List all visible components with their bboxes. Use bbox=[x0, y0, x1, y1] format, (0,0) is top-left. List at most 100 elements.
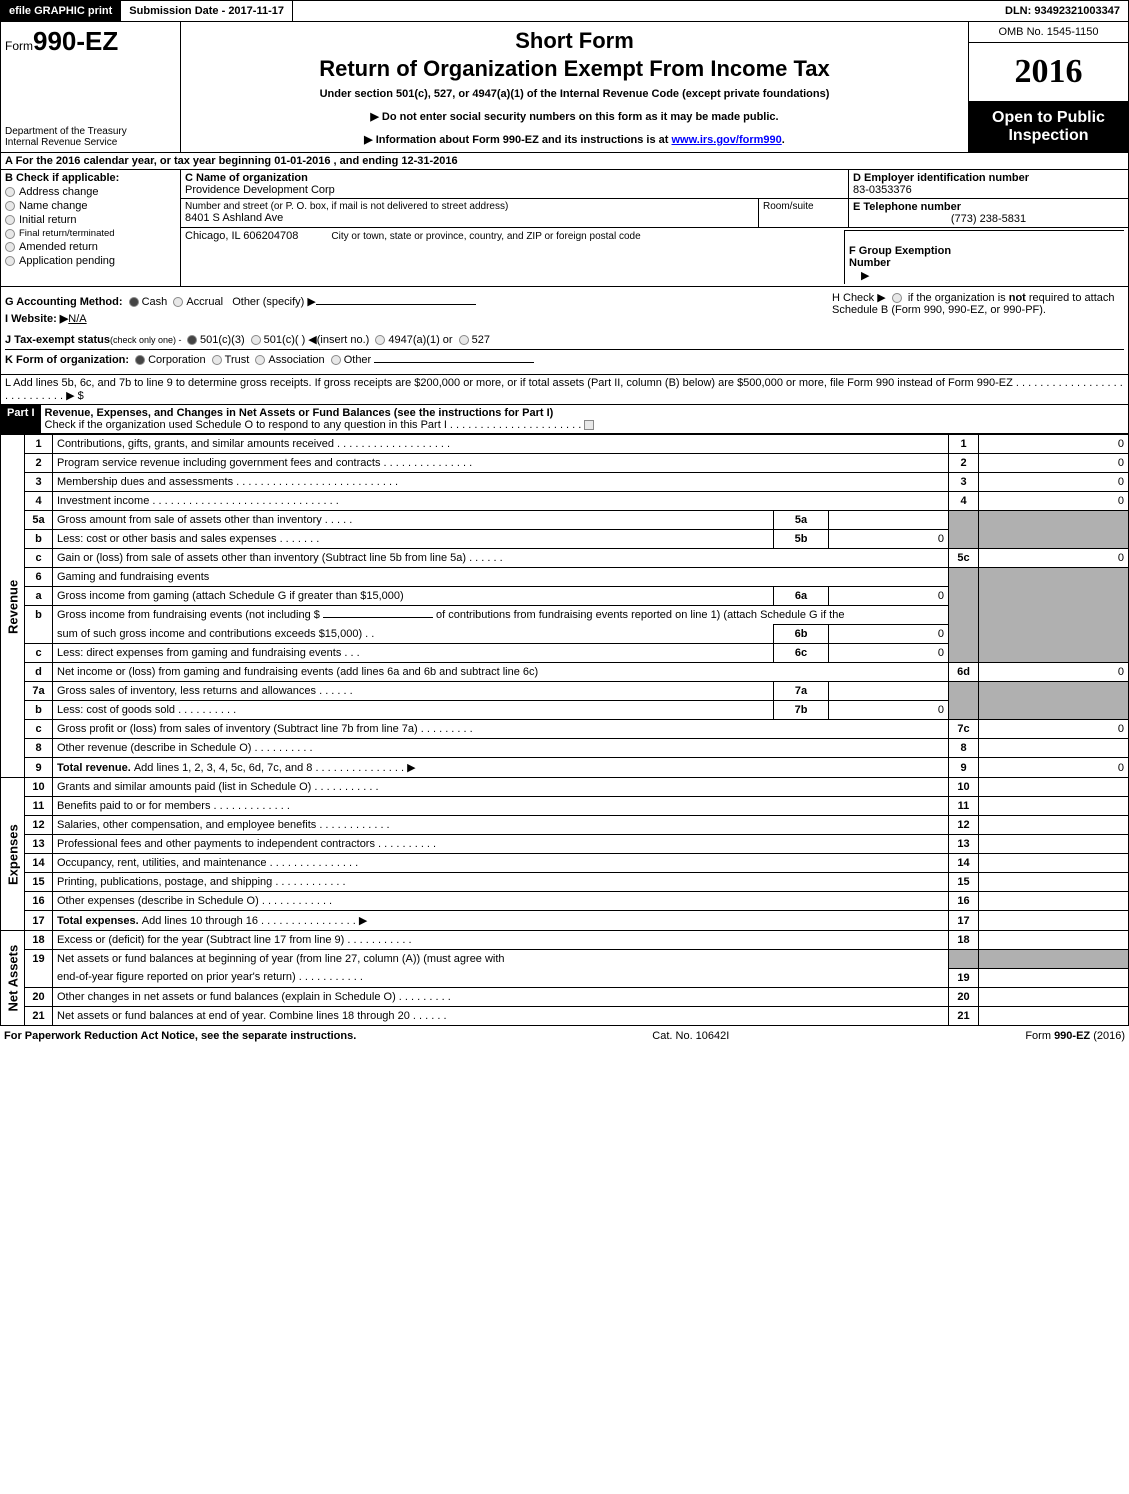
cell-6b-sv: 0 bbox=[829, 625, 949, 644]
row-4: 4 Investment income . . . . . . . . . . … bbox=[1, 492, 1129, 511]
line-A-text-a: A For the 2016 calendar year, or tax yea… bbox=[5, 155, 274, 167]
check-amended-return[interactable]: Amended return bbox=[5, 241, 176, 253]
footer-right-a: Form bbox=[1025, 1030, 1054, 1042]
cell-7a-t: Gross sales of inventory, less returns a… bbox=[53, 682, 774, 701]
radio-corp-icon[interactable] bbox=[135, 355, 145, 365]
cell-20-t: Other changes in net assets or fund bala… bbox=[53, 987, 949, 1006]
row-6b-1: b Gross income from fundraising events (… bbox=[1, 606, 1129, 625]
dln-number: DLN: 93492321003347 bbox=[997, 1, 1128, 21]
row-20: 20 Other changes in net assets or fund b… bbox=[1, 987, 1129, 1006]
cell-16-rv bbox=[979, 892, 1129, 911]
row-9: 9 Total revenue. Add lines 1, 2, 3, 4, 5… bbox=[1, 758, 1129, 778]
cell-11-t: Benefits paid to or for members . . . . … bbox=[53, 797, 949, 816]
cell-7c-n: c bbox=[25, 720, 53, 739]
check-final-return[interactable]: Final return/terminated bbox=[5, 228, 176, 239]
cell-6-rn-shade bbox=[949, 568, 979, 587]
radio-cash-icon[interactable] bbox=[129, 297, 139, 307]
side-revenue: Revenue bbox=[1, 435, 25, 778]
radio-501c3-icon[interactable] bbox=[187, 335, 197, 345]
cell-6a-sn: 6a bbox=[774, 587, 829, 606]
cell-12-n: 12 bbox=[25, 816, 53, 835]
cell-6a-t: Gross income from gaming (attach Schedul… bbox=[53, 587, 774, 606]
radio-icon bbox=[5, 256, 15, 266]
row-6a: a Gross income from gaming (attach Sched… bbox=[1, 587, 1129, 606]
header-right: OMB No. 1545-1150 2016 Open to Public In… bbox=[968, 22, 1128, 152]
cell-13-n: 13 bbox=[25, 835, 53, 854]
radio-527-icon[interactable] bbox=[459, 335, 469, 345]
cell-9-t-pre: Total revenue. bbox=[57, 762, 134, 774]
cell-16-t: Other expenses (describe in Schedule O) … bbox=[53, 892, 949, 911]
j-opt2: 4947(a)(1) or bbox=[388, 334, 452, 346]
cell-5b-rv-shade bbox=[979, 530, 1129, 549]
j-suffix: (check only one) - bbox=[110, 335, 184, 345]
efile-print-button[interactable]: efile GRAPHIC print bbox=[1, 1, 121, 21]
cell-19a-rn-shade bbox=[949, 950, 979, 969]
cell-5b-n: b bbox=[25, 530, 53, 549]
footer-right-b: 990-EZ bbox=[1054, 1030, 1090, 1042]
cell-19-t: Net assets or fund balances at beginning… bbox=[53, 950, 949, 969]
radio-other-icon[interactable] bbox=[331, 355, 341, 365]
cell-19a-rv-shade bbox=[979, 950, 1129, 969]
cell-6c-rv-shade bbox=[979, 644, 1129, 663]
cell-5a-sn: 5a bbox=[774, 511, 829, 530]
cell-7c-rn: 7c bbox=[949, 720, 979, 739]
row-14: 14 Occupancy, rent, utilities, and maint… bbox=[1, 854, 1129, 873]
cell-4-rn: 4 bbox=[949, 492, 979, 511]
line-B-label: B Check if applicable: bbox=[5, 172, 176, 184]
radio-accrual-icon[interactable] bbox=[173, 297, 183, 307]
page-footer: For Paperwork Reduction Act Notice, see … bbox=[0, 1026, 1129, 1046]
check-address-change[interactable]: Address change bbox=[5, 186, 176, 198]
cell-15-t: Printing, publications, postage, and shi… bbox=[53, 873, 949, 892]
cell-12-rv bbox=[979, 816, 1129, 835]
cell-14-n: 14 bbox=[25, 854, 53, 873]
cell-7a-sn: 7a bbox=[774, 682, 829, 701]
f-label: F Group Exemption Number bbox=[849, 245, 951, 269]
radio-assoc-icon[interactable] bbox=[255, 355, 265, 365]
line-G: G Accounting Method: Cash Accrual Other … bbox=[5, 295, 824, 308]
h-rest: if the organization is bbox=[908, 292, 1009, 304]
radio-trust-icon[interactable] bbox=[212, 355, 222, 365]
check-application-pending[interactable]: Application pending bbox=[5, 255, 176, 267]
cell-6b-tc: sum of such gross income and contributio… bbox=[53, 625, 774, 644]
g-cash: Cash bbox=[142, 296, 168, 308]
section-E: E Telephone number (773) 238-5831 bbox=[848, 199, 1128, 227]
cell-17-rn: 17 bbox=[949, 911, 979, 931]
opt-name-change: Name change bbox=[19, 200, 88, 212]
row-7b: b Less: cost of goods sold . . . . . . .… bbox=[1, 701, 1129, 720]
line-A-text-b: , and ending bbox=[330, 155, 401, 167]
cell-6-rv-shade bbox=[979, 568, 1129, 587]
radio-501c-icon[interactable] bbox=[251, 335, 261, 345]
irs-link[interactable]: www.irs.gov/form990 bbox=[672, 134, 782, 146]
cell-7b-sv: 0 bbox=[829, 701, 949, 720]
section-C-name: C Name of organization Providence Develo… bbox=[181, 170, 848, 198]
check-name-change[interactable]: Name change bbox=[5, 200, 176, 212]
department-label: Department of the Treasury Internal Reve… bbox=[5, 126, 176, 148]
row-16: 16 Other expenses (describe in Schedule … bbox=[1, 892, 1129, 911]
cell-6d-n: d bbox=[25, 663, 53, 682]
cell-6b-amount-input[interactable] bbox=[323, 617, 433, 618]
cell-3-n: 3 bbox=[25, 473, 53, 492]
cell-15-rv bbox=[979, 873, 1129, 892]
cell-6b-ta: Gross income from fundraising events (no… bbox=[57, 609, 323, 621]
radio-4947-icon[interactable] bbox=[375, 335, 385, 345]
city-label: City or town, state or province, country… bbox=[331, 231, 640, 242]
room-suite: Room/suite bbox=[758, 199, 848, 227]
cell-17-t-pre: Total expenses. bbox=[57, 915, 142, 927]
k-other-input[interactable] bbox=[374, 362, 534, 363]
header-left: Form990-EZ Department of the Treasury In… bbox=[1, 22, 181, 152]
h-checkbox-icon[interactable] bbox=[892, 293, 902, 303]
part1-checkbox-icon[interactable] bbox=[584, 420, 594, 430]
check-initial-return[interactable]: Initial return bbox=[5, 214, 176, 226]
cell-17-rv bbox=[979, 911, 1129, 931]
opt-address-change: Address change bbox=[19, 186, 99, 198]
part1-header-row: Part I Revenue, Expenses, and Changes in… bbox=[0, 405, 1129, 434]
cell-21-n: 21 bbox=[25, 1006, 53, 1025]
cell-5a-rv-shade bbox=[979, 511, 1129, 530]
cell-7a-sv bbox=[829, 682, 949, 701]
row-5a: 5a Gross amount from sale of assets othe… bbox=[1, 511, 1129, 530]
line-H: H Check ▶ if the organization is not req… bbox=[824, 291, 1124, 329]
cell-2-rn: 2 bbox=[949, 454, 979, 473]
cell-14-rv bbox=[979, 854, 1129, 873]
form-note-2b: . bbox=[782, 134, 785, 146]
g-other-input[interactable] bbox=[316, 304, 476, 305]
